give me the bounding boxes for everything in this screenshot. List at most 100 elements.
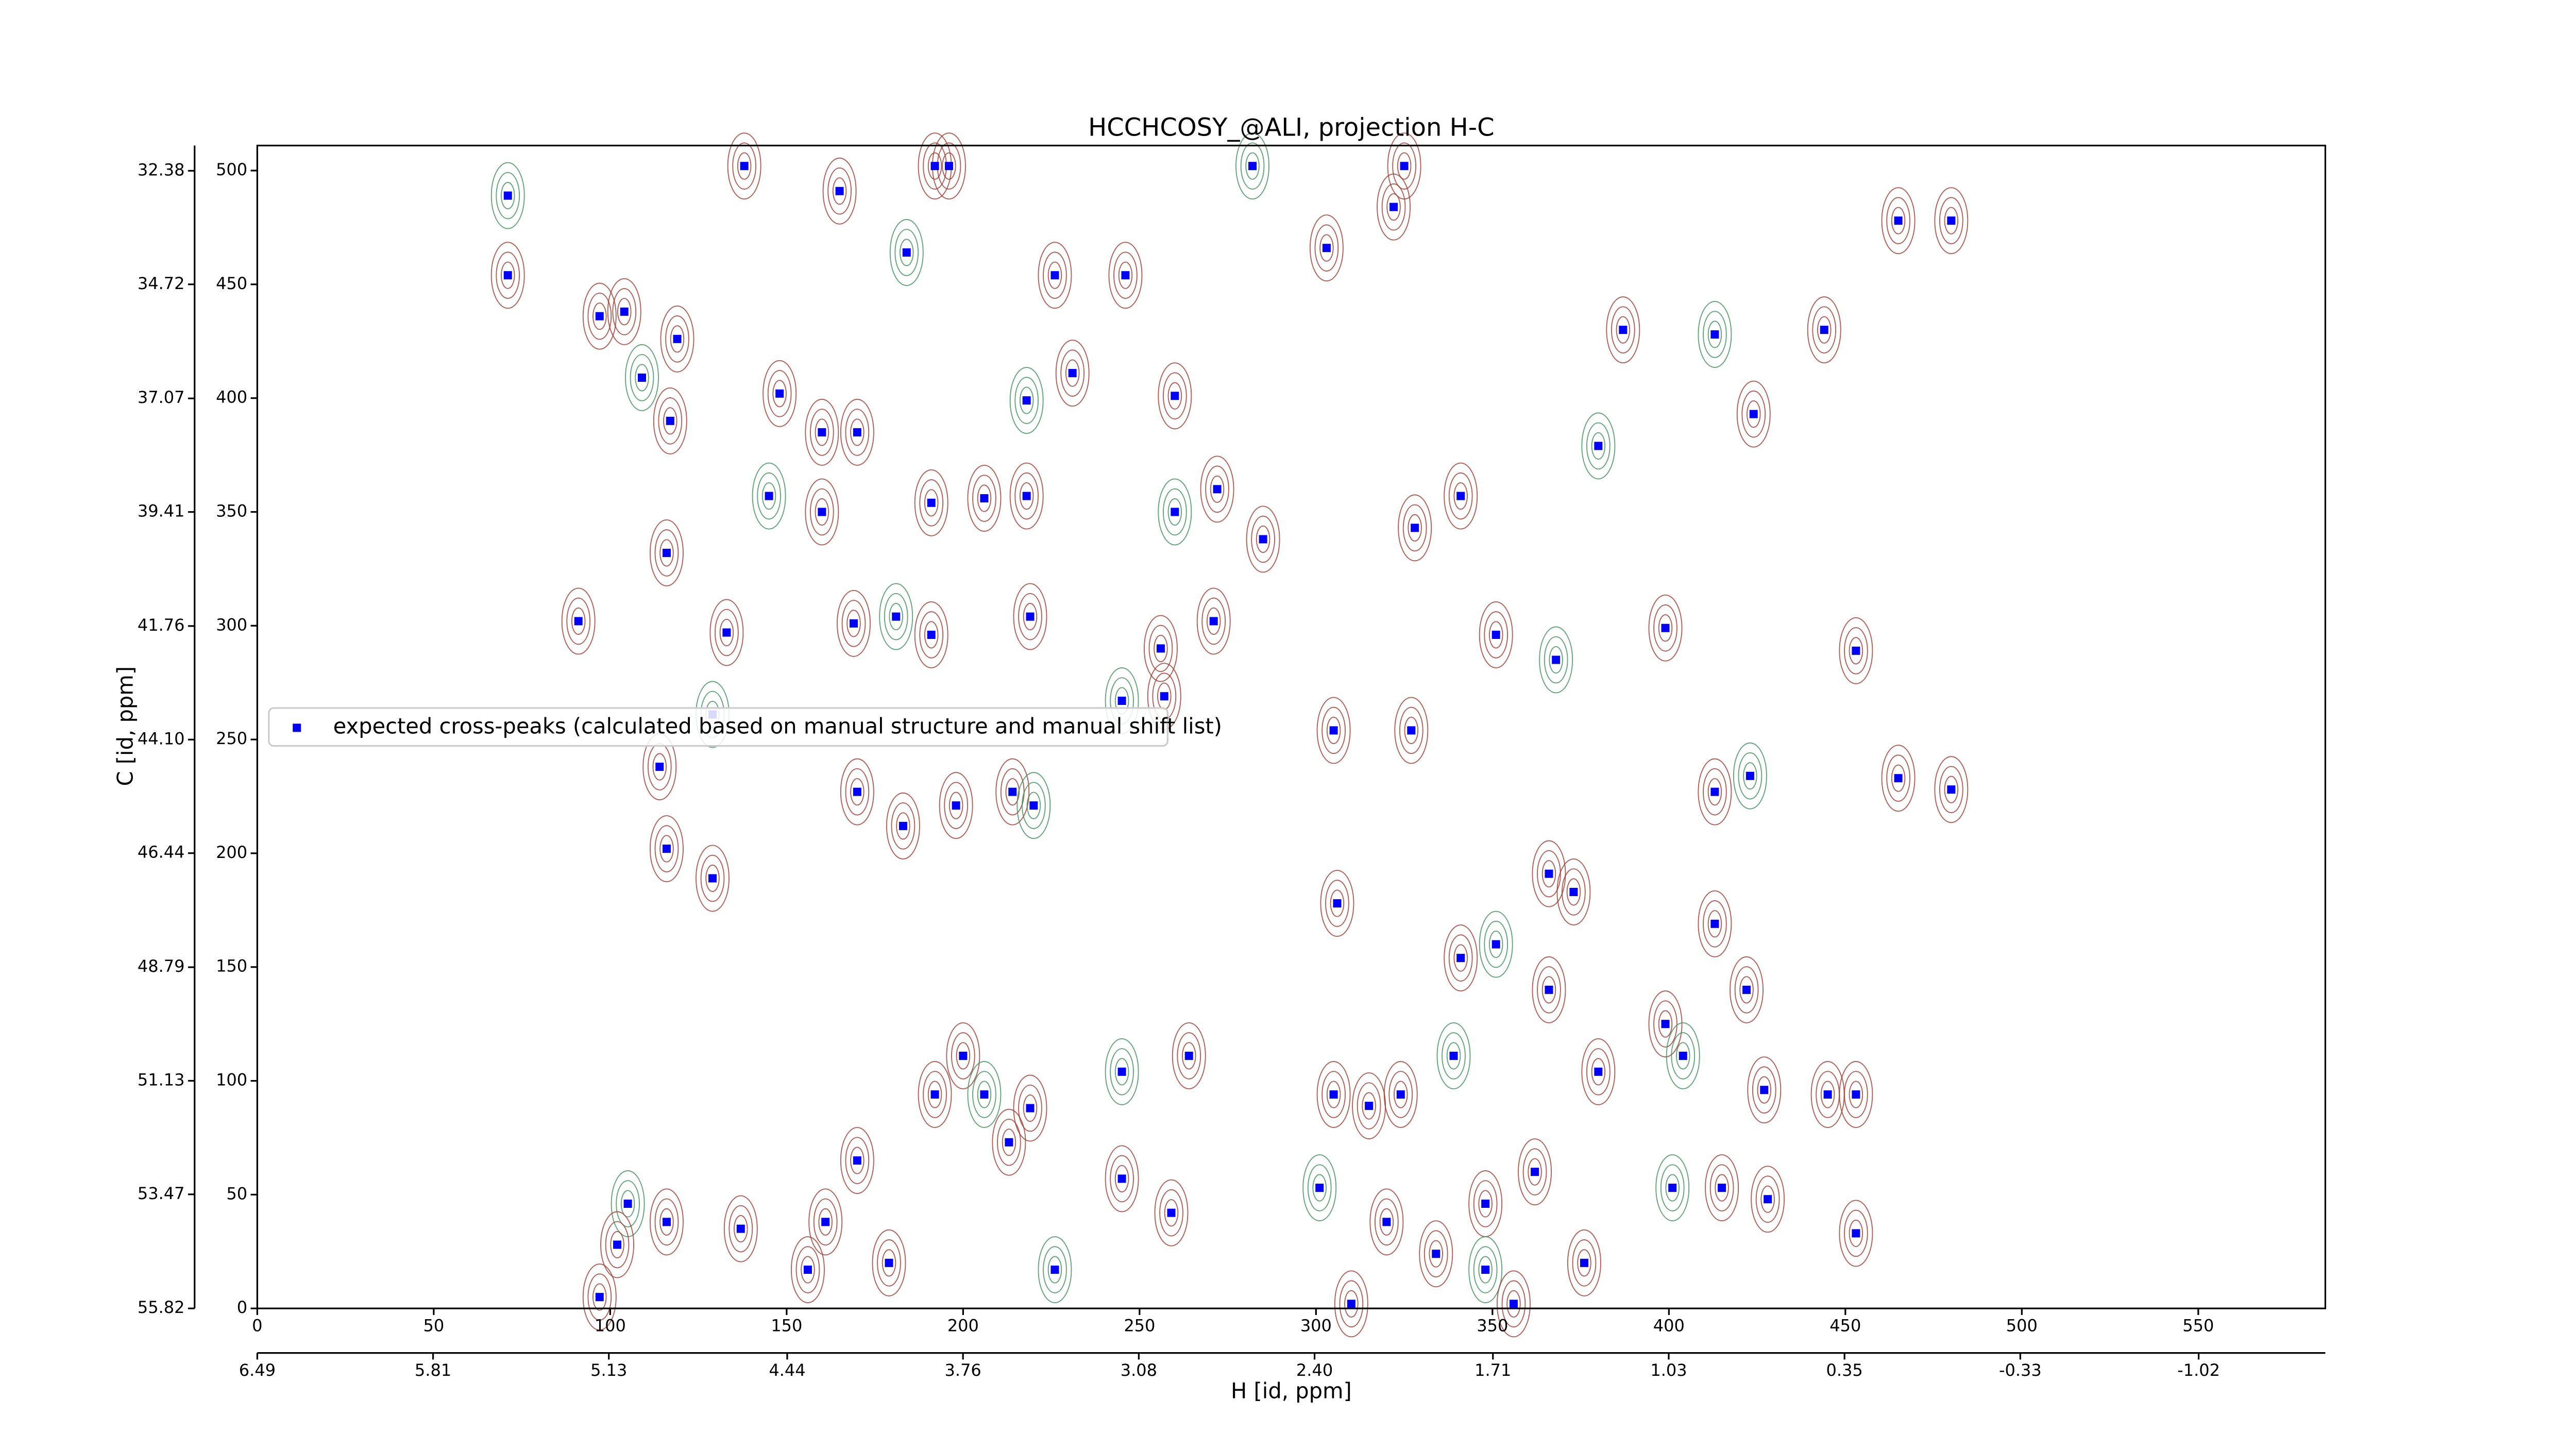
contour-ring [882, 1249, 896, 1277]
cross-peak [1852, 1090, 1860, 1099]
contour-ring [840, 398, 874, 466]
cross-peak [818, 508, 826, 516]
contour-ring [566, 597, 591, 645]
contour-ring [587, 292, 612, 340]
cross-peak [503, 271, 512, 280]
cross-peak [853, 428, 861, 436]
cross-peak [1580, 1258, 1588, 1267]
cross-peak [1661, 1020, 1670, 1029]
contour-ring [1114, 1165, 1129, 1193]
contour-ring [1320, 870, 1354, 937]
x-tick-label: 150 [771, 1316, 802, 1335]
cross-peak [899, 821, 907, 830]
contour-ring [635, 364, 649, 392]
contour-ring [967, 1061, 1002, 1128]
contour-ring [1235, 132, 1270, 200]
contour-ring [1381, 183, 1406, 231]
contour-ring [582, 1263, 617, 1331]
contour-ring [1666, 1022, 1700, 1089]
contour-ring [1468, 1236, 1503, 1304]
contour-ring [939, 772, 973, 839]
contour-ring [1444, 462, 1478, 530]
x2-tick-label: 6.49 [239, 1360, 276, 1380]
y2-tick-label: 41.76 [138, 615, 185, 635]
contour-ring [1014, 472, 1039, 520]
contour-ring [1339, 1280, 1364, 1328]
contour-ring [927, 1081, 942, 1108]
contour-ring [1026, 791, 1041, 819]
cross-peak [1411, 524, 1419, 532]
cross-peak [1710, 919, 1719, 928]
cross-peak [1492, 940, 1500, 949]
contour-ring [723, 1195, 758, 1262]
contour-ring [1648, 990, 1683, 1058]
cross-peak [1156, 644, 1165, 653]
contour-ring [1591, 432, 1606, 460]
y-axis-label: C [id, ppm] [112, 666, 138, 786]
cross-peak [1117, 697, 1126, 705]
contour-ring [1330, 889, 1345, 917]
y-tick-label: 500 [216, 160, 247, 179]
contour-ring [919, 479, 944, 527]
contour-ring [1839, 1200, 1873, 1267]
contour-ring [1755, 1175, 1780, 1223]
contour-ring [818, 1208, 833, 1236]
contour-ring [1321, 706, 1346, 754]
contour-ring [1108, 242, 1143, 309]
contour-ring [1319, 234, 1334, 262]
cross-peak [1333, 899, 1342, 908]
contour-ring [1377, 173, 1411, 241]
contour-ring [1326, 1081, 1341, 1108]
contour-ring [815, 498, 829, 526]
y-tick-label: 300 [216, 615, 247, 634]
x2-tick-label: 5.81 [415, 1360, 451, 1380]
contour-ring [846, 610, 861, 637]
cross-peak [1322, 244, 1331, 252]
y-tick-label: 200 [216, 843, 247, 862]
cross-peak [835, 187, 844, 195]
cross-peak [821, 1218, 830, 1226]
contour-ring [490, 242, 525, 309]
contour-ring [1707, 778, 1722, 806]
cross-peak [1022, 492, 1031, 500]
contour-ring [592, 302, 607, 330]
y2-tick-label: 39.41 [138, 501, 185, 521]
contour-ring [1709, 1164, 1734, 1211]
contour-ring [1065, 359, 1080, 387]
contour-ring [612, 288, 637, 335]
contour-ring [649, 815, 684, 883]
contour-ring [1172, 1022, 1206, 1089]
contour-ring [1002, 1128, 1016, 1156]
cross-peak [1531, 1168, 1539, 1176]
contour-ring [1944, 207, 1959, 234]
cross-peak [1545, 869, 1553, 878]
contour-ring [889, 219, 924, 286]
contour-ring [967, 464, 1002, 532]
contour-ring [1009, 462, 1044, 530]
contour-ring [891, 802, 916, 850]
cross-peak [818, 428, 826, 436]
contour-ring [1479, 601, 1513, 668]
contour-ring [1154, 634, 1168, 663]
contour-ring [587, 1273, 612, 1321]
x-tick-label: 0 [252, 1316, 262, 1335]
contour-ring [841, 600, 866, 647]
contour-ring [1392, 142, 1416, 190]
contour-ring [772, 380, 787, 408]
contour-ring [1374, 1198, 1399, 1246]
x-axis-label: H [id, ppm] [1231, 1378, 1352, 1403]
cross-peak [885, 1258, 893, 1267]
legend-box [268, 707, 1168, 747]
contour-ring [715, 609, 739, 656]
contour-ring [630, 354, 654, 401]
contour-ring [1143, 615, 1178, 682]
contour-ring [659, 1208, 674, 1236]
cross-peak [1679, 1051, 1687, 1060]
contour-ring [894, 229, 919, 276]
cross-peak [944, 162, 953, 171]
y-tick-label: 450 [216, 274, 247, 293]
contour-ring [719, 618, 734, 647]
contour-ring [977, 1081, 992, 1108]
contour-ring [1698, 301, 1732, 368]
contour-ring [1018, 593, 1042, 641]
